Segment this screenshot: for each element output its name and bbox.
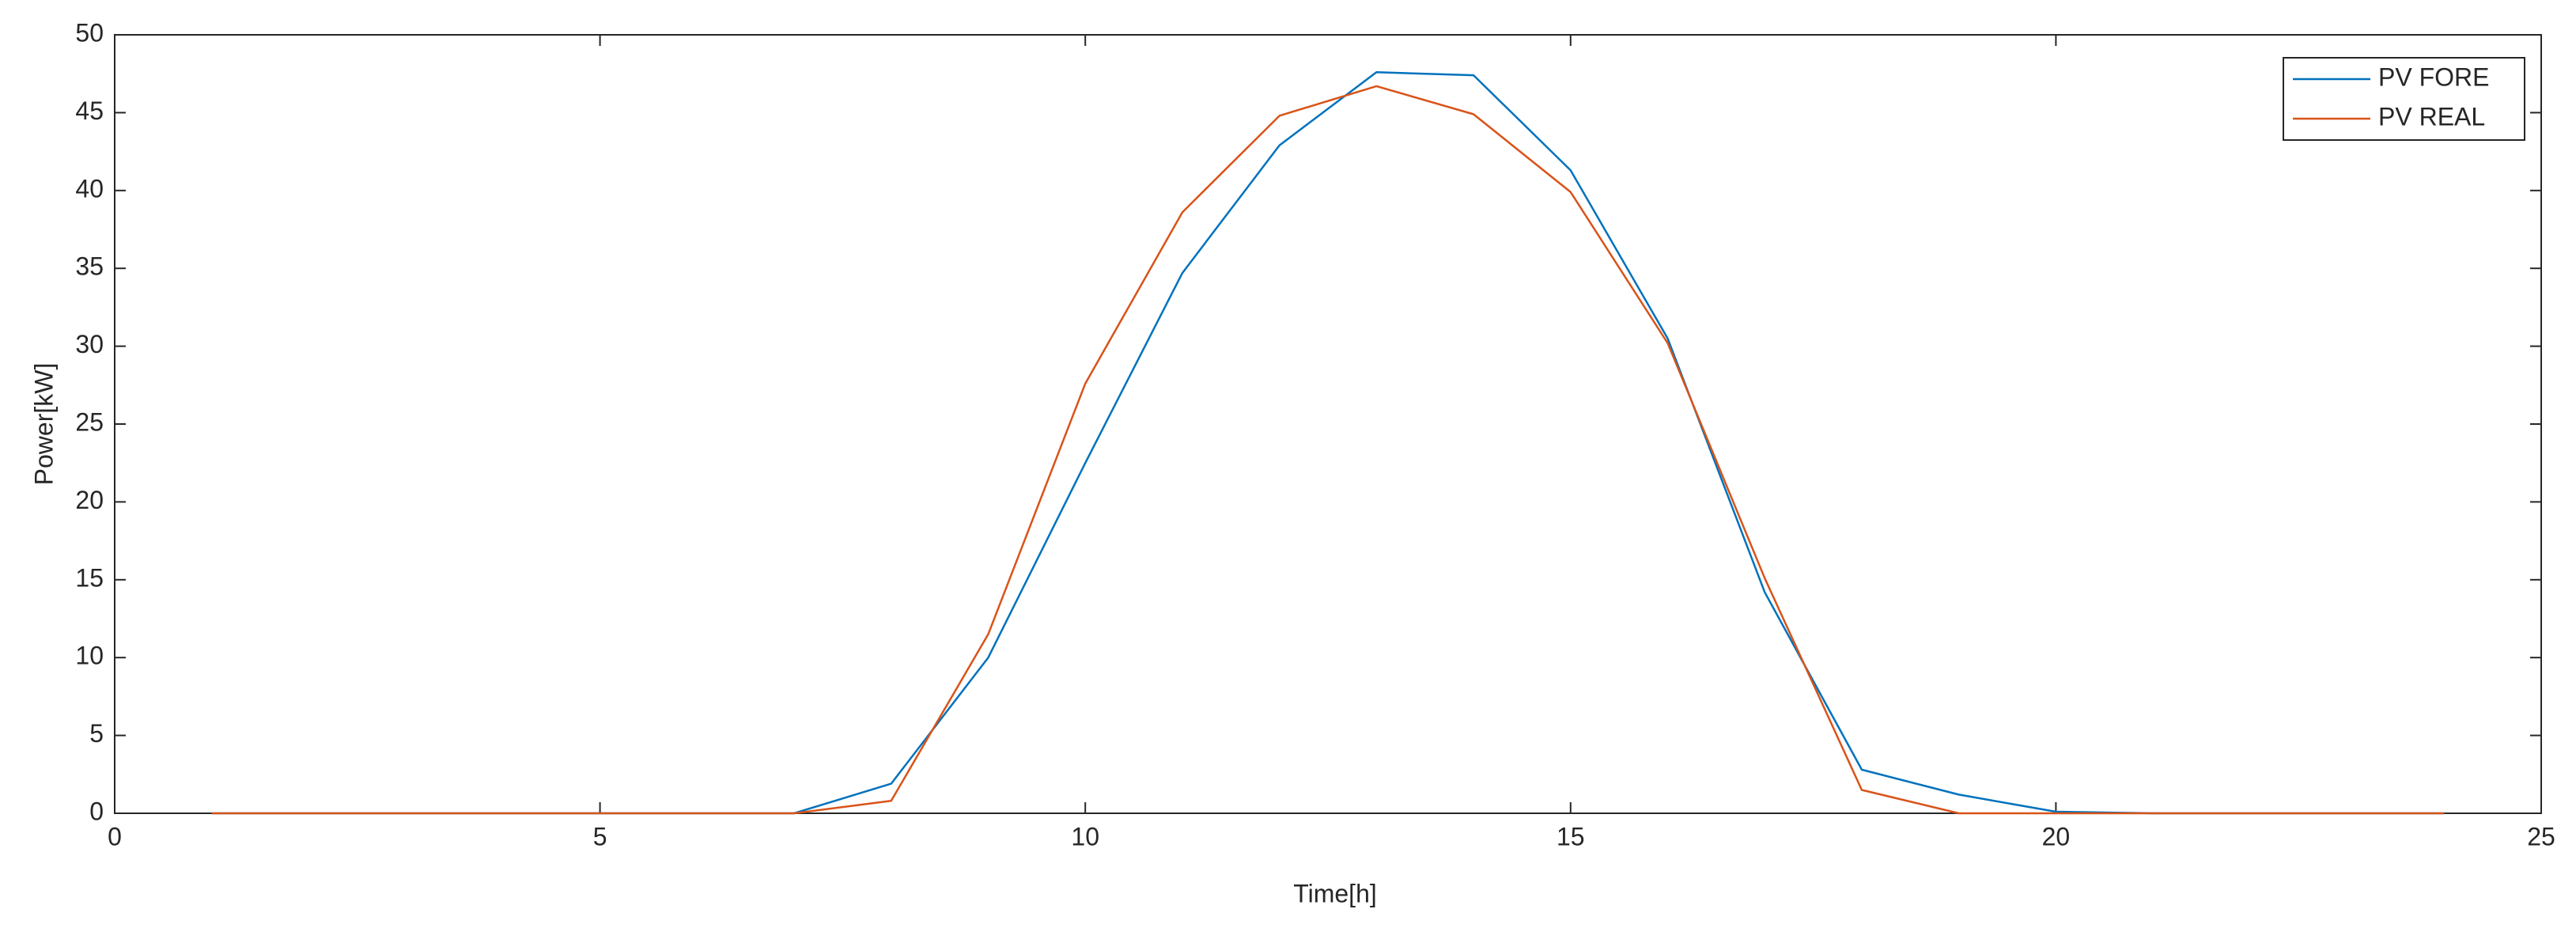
x-tick-label: 15 <box>1557 822 1585 850</box>
x-axis-label: Time[h] <box>1293 879 1377 907</box>
y-tick-label: 0 <box>89 797 104 825</box>
x-tick-label: 20 <box>2042 822 2071 850</box>
x-tick-label: 25 <box>2527 822 2555 850</box>
y-tick-label: 20 <box>75 486 104 514</box>
y-tick-label: 40 <box>75 174 104 203</box>
y-axis-label: Power[kW] <box>29 363 58 486</box>
x-tick-label: 5 <box>593 822 607 850</box>
y-tick-label: 10 <box>75 642 104 670</box>
y-tick-label: 50 <box>75 18 104 47</box>
y-tick-label: 35 <box>75 252 104 281</box>
legend <box>2283 57 2525 141</box>
series-line <box>211 85 2445 815</box>
y-tick-label: 25 <box>75 407 104 436</box>
legend-label: PV FORE <box>2378 62 2489 91</box>
y-tick-label: 30 <box>75 330 104 358</box>
plot-area <box>114 34 2542 814</box>
legend-label: PV REAL <box>2378 102 2485 131</box>
x-tick-label: 0 <box>108 822 122 850</box>
y-tick-label: 5 <box>89 719 104 748</box>
y-tick-label: 15 <box>75 563 104 592</box>
x-tick-label: 10 <box>1071 822 1099 850</box>
y-tick-label: 45 <box>75 97 104 125</box>
